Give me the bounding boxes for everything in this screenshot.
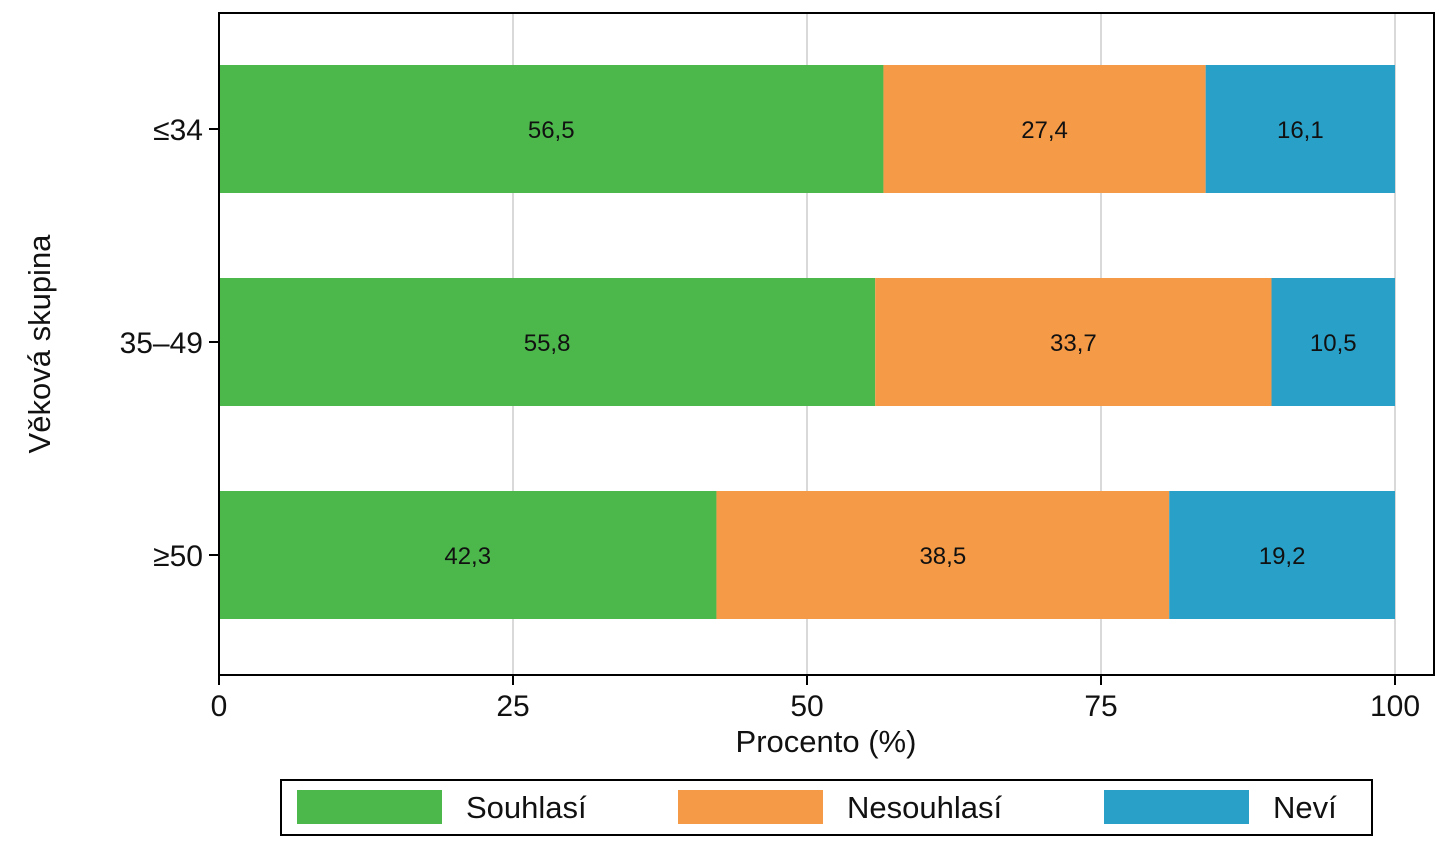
bar-segment (219, 491, 717, 619)
y-axis-title: Věková skupina (22, 234, 57, 454)
legend-label: Nesouhlasí (847, 790, 1002, 825)
bar-data-label: 27,4 (1021, 117, 1068, 144)
bar-segment (875, 278, 1272, 406)
bar-segment (219, 65, 884, 193)
bar-segment (219, 278, 876, 406)
axis-layer (218, 12, 1435, 676)
bar-data-label: 19,2 (1259, 543, 1306, 570)
legend-swatch (678, 790, 823, 824)
bar-data-label: 33,7 (1050, 330, 1097, 357)
bar-data-label: 16,1 (1277, 117, 1324, 144)
legend: Souhlasí Nesouhlasí Neví (280, 779, 1373, 836)
y-tick-label: ≤34 (153, 114, 203, 147)
bar-segment (1169, 491, 1395, 619)
x-tick-label: 50 (790, 690, 823, 723)
x-tick-label: 0 (211, 690, 228, 723)
legend-label: Souhlasí (466, 790, 587, 825)
bar-segment (716, 491, 1170, 619)
x-axis-title: Procento (%) (736, 724, 917, 759)
tick-layer: 0 25 50 75 100 ≤34 35–49 ≥50 (120, 114, 1420, 723)
bar-segment (883, 65, 1206, 193)
bar-data-label: 56,5 (528, 117, 575, 144)
y-tick-label: 35–49 (120, 327, 203, 360)
plot-frame (218, 12, 1435, 676)
bar-data-label: 55,8 (524, 330, 571, 357)
bar-segment (1271, 278, 1395, 406)
legend-swatch (1104, 790, 1249, 824)
legend-label: Neví (1273, 790, 1337, 825)
x-tick-label: 25 (496, 690, 529, 723)
legend-swatch (297, 790, 442, 824)
x-tick-label: 100 (1370, 690, 1420, 723)
bar-segment (1205, 65, 1395, 193)
bar-data-label: 10,5 (1310, 330, 1357, 357)
y-tick-label: ≥50 (153, 540, 203, 573)
bar-data-label: 42,3 (444, 543, 491, 570)
x-tick-label: 75 (1084, 690, 1117, 723)
bar-data-label: 38,5 (919, 543, 966, 570)
bar-layer: 56,5 27,4 16,1 55,8 33,7 10,5 42,3 38,5 19,2 (219, 65, 1395, 619)
